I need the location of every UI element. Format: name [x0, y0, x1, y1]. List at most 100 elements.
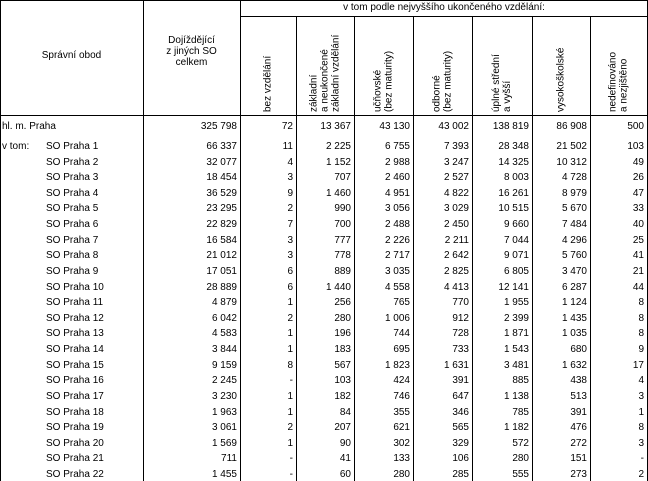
cell: 280 — [334, 312, 351, 324]
cell: 22 829 — [206, 219, 237, 231]
cell: 2 717 — [384, 250, 410, 262]
cell: 700 — [334, 219, 351, 231]
cell: 4 951 — [384, 187, 410, 199]
cell: 346 — [452, 406, 469, 418]
cell: 8 003 — [503, 172, 529, 184]
total-name: hl. m. Praha — [2, 121, 56, 132]
cell: 4 728 — [561, 172, 587, 184]
cell: 183 — [334, 344, 351, 356]
cell: 8 — [287, 359, 293, 371]
cell: 513 — [570, 390, 587, 402]
cell: 103 — [627, 141, 644, 152]
cell: 3 844 — [211, 344, 237, 356]
cell: 1 — [287, 297, 293, 309]
cell: 329 — [452, 437, 469, 449]
cell: 1 124 — [561, 297, 587, 309]
cell: 3 029 — [443, 203, 469, 215]
cell: 1 006 — [384, 312, 410, 324]
cell: 196 — [334, 328, 351, 340]
cell: 106 — [452, 453, 469, 465]
cell: 28 348 — [498, 141, 529, 152]
cell: 1 455 — [211, 469, 237, 481]
cell: 133 — [393, 453, 410, 465]
column-header: bez vzdělání — [262, 55, 274, 112]
cell: 728 — [452, 328, 469, 340]
cell: 4 583 — [211, 328, 237, 340]
cell: 6 — [287, 265, 293, 277]
row-name: SO Praha 19 — [46, 422, 104, 434]
row-name: SO Praha 14 — [46, 344, 104, 356]
cell: 2 642 — [443, 250, 469, 262]
cell: 7 — [287, 219, 293, 231]
cell: 2 211 — [444, 234, 469, 246]
cell: 2 488 — [384, 219, 410, 231]
cell: 138 819 — [492, 121, 529, 132]
breakdown-label: v tom: — [2, 141, 30, 152]
cell: 21 012 — [206, 250, 237, 262]
cell: 4 — [638, 375, 644, 387]
cell: 2 988 — [384, 156, 410, 168]
cell: 2 226 — [384, 234, 410, 246]
cell: 72 — [281, 121, 293, 132]
column-header: nedefinováno a nezjištěno — [607, 51, 630, 112]
cell: 1 152 — [325, 156, 351, 168]
cell: 777 — [334, 234, 351, 246]
column-header: vysokoškolské — [555, 47, 567, 112]
row-name: SO Praha 9 — [46, 265, 99, 277]
cell: 1 138 — [503, 390, 529, 402]
cell: 565 — [452, 422, 469, 434]
row-name: SO Praha 12 — [46, 312, 104, 324]
cell: 885 — [512, 375, 529, 387]
cell: 391 — [570, 406, 587, 418]
cell: - — [289, 469, 293, 481]
column-header: odborné (bez maturity) — [431, 50, 454, 112]
cell: 9 660 — [503, 219, 529, 231]
cell: 21 — [632, 265, 644, 277]
cell: 86 908 — [556, 121, 587, 132]
cell: 14 325 — [498, 156, 529, 168]
cell: 500 — [627, 121, 644, 132]
cell: 8 — [638, 297, 644, 309]
column-line — [0, 0, 1, 481]
cell: 40 — [632, 219, 644, 231]
cell: 744 — [393, 328, 410, 340]
cell: 7 044 — [503, 234, 529, 246]
cell: 4 296 — [561, 234, 587, 246]
cell: - — [289, 375, 293, 387]
cell: 2 399 — [503, 312, 529, 324]
cell: 476 — [570, 422, 587, 434]
cell: 3 035 — [384, 265, 410, 277]
cell: 41 — [632, 250, 644, 262]
column-line — [413, 16, 414, 481]
cell: 1 460 — [325, 187, 351, 199]
cell: 8 979 — [561, 187, 587, 199]
cell: 302 — [393, 437, 410, 449]
cell: 3 — [287, 250, 293, 262]
cell: 60 — [339, 469, 351, 481]
cell: 3 056 — [384, 203, 410, 215]
column-line — [354, 16, 355, 481]
cell: 621 — [393, 422, 410, 434]
row-name: SO Praha 15 — [46, 359, 104, 371]
cell: 1 035 — [561, 328, 587, 340]
column-header: základní a neukončené základní vzdělání — [308, 34, 342, 112]
cell: 1 632 — [561, 359, 587, 371]
cell: 1 871 — [503, 328, 529, 340]
cell: 3 230 — [211, 390, 237, 402]
row-name: SO Praha 4 — [46, 187, 99, 199]
cell: 2 527 — [443, 172, 469, 184]
cell: 770 — [452, 297, 469, 309]
cell: 695 — [393, 344, 410, 356]
cell: 572 — [512, 437, 529, 449]
cell: 567 — [334, 359, 351, 371]
cell: 44 — [632, 281, 644, 293]
column-line — [590, 16, 591, 481]
cell: 647 — [452, 390, 469, 402]
cell: 23 295 — [206, 203, 237, 215]
row-name: SO Praha 6 — [46, 219, 99, 231]
cell: 43 002 — [438, 121, 469, 132]
cell: 256 — [334, 297, 351, 309]
cell: 765 — [393, 297, 410, 309]
cell: 6 805 — [503, 265, 529, 277]
group-line — [240, 16, 648, 17]
